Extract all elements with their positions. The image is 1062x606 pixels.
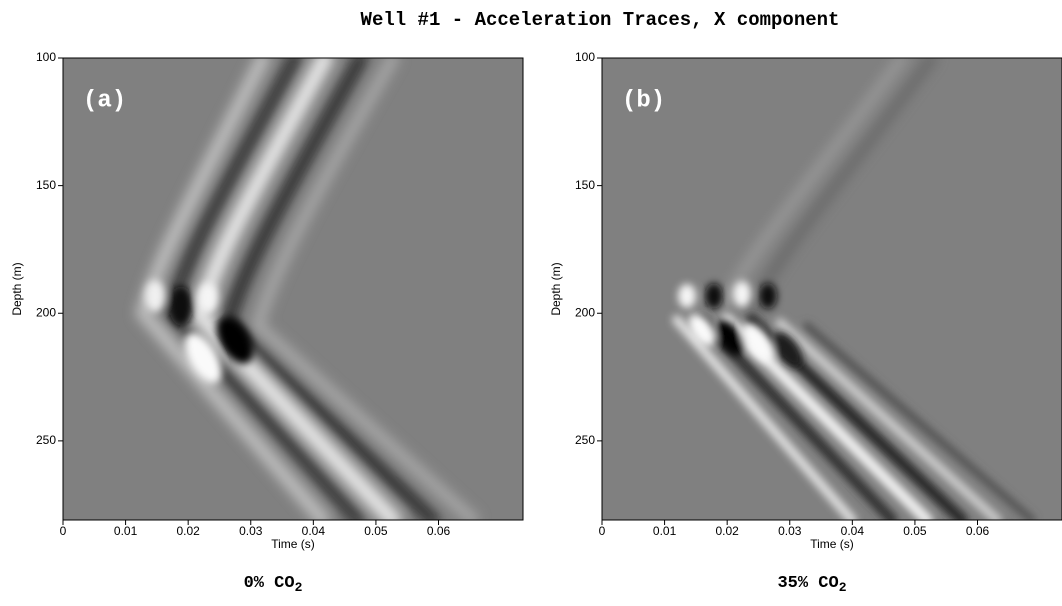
wavefield-image [602, 58, 1062, 520]
panel-label: (a) [83, 87, 126, 114]
caption-subscript: 2 [839, 580, 847, 595]
caption-subscript: 2 [295, 580, 303, 595]
x-tick-label: 0.04 [841, 524, 865, 538]
plot-frame [62, 57, 524, 521]
y-tick-label: 250 [575, 433, 595, 447]
y-tick-label: 100 [36, 50, 56, 64]
x-tick-label: 0.05 [903, 524, 927, 538]
panel-label: (b) [622, 87, 665, 114]
x-tick-label: 0.02 [176, 524, 200, 538]
wavefield-image [63, 58, 523, 520]
y-tick-label: 150 [36, 178, 56, 192]
y-axis-label: Depth (m) [549, 262, 563, 315]
caption-text: 0% CO [244, 574, 295, 593]
x-tick-label: 0 [599, 524, 606, 538]
caption-text: 35% CO [777, 574, 838, 593]
y-axis-label: Depth (m) [10, 262, 24, 315]
x-tick-label: 0.01 [653, 524, 677, 538]
x-tick-label: 0.06 [427, 524, 451, 538]
x-axis-label: Time (s) [271, 537, 315, 551]
x-tick-label: 0.05 [364, 524, 388, 538]
x-tick-label: 0.02 [715, 524, 739, 538]
y-tick-label: 150 [575, 178, 595, 192]
y-tick-label: 250 [36, 433, 56, 447]
x-tick-label: 0.04 [302, 524, 326, 538]
plot-frame [601, 57, 1062, 521]
x-tick-label: 0.03 [778, 524, 802, 538]
y-tick-label: 200 [36, 305, 56, 319]
x-tick-label: 0.06 [966, 524, 990, 538]
x-tick-label: 0 [60, 524, 67, 538]
x-tick-label: 0.03 [239, 524, 263, 538]
x-tick-label: 0.01 [114, 524, 138, 538]
y-tick-label: 200 [575, 305, 595, 319]
caption: 0% CO2 [244, 574, 303, 595]
figure-title: Well #1 - Acceleration Traces, X compone… [361, 9, 840, 31]
caption: 35% CO2 [777, 574, 846, 595]
x-axis-label: Time (s) [810, 537, 854, 551]
y-tick-label: 100 [575, 50, 595, 64]
